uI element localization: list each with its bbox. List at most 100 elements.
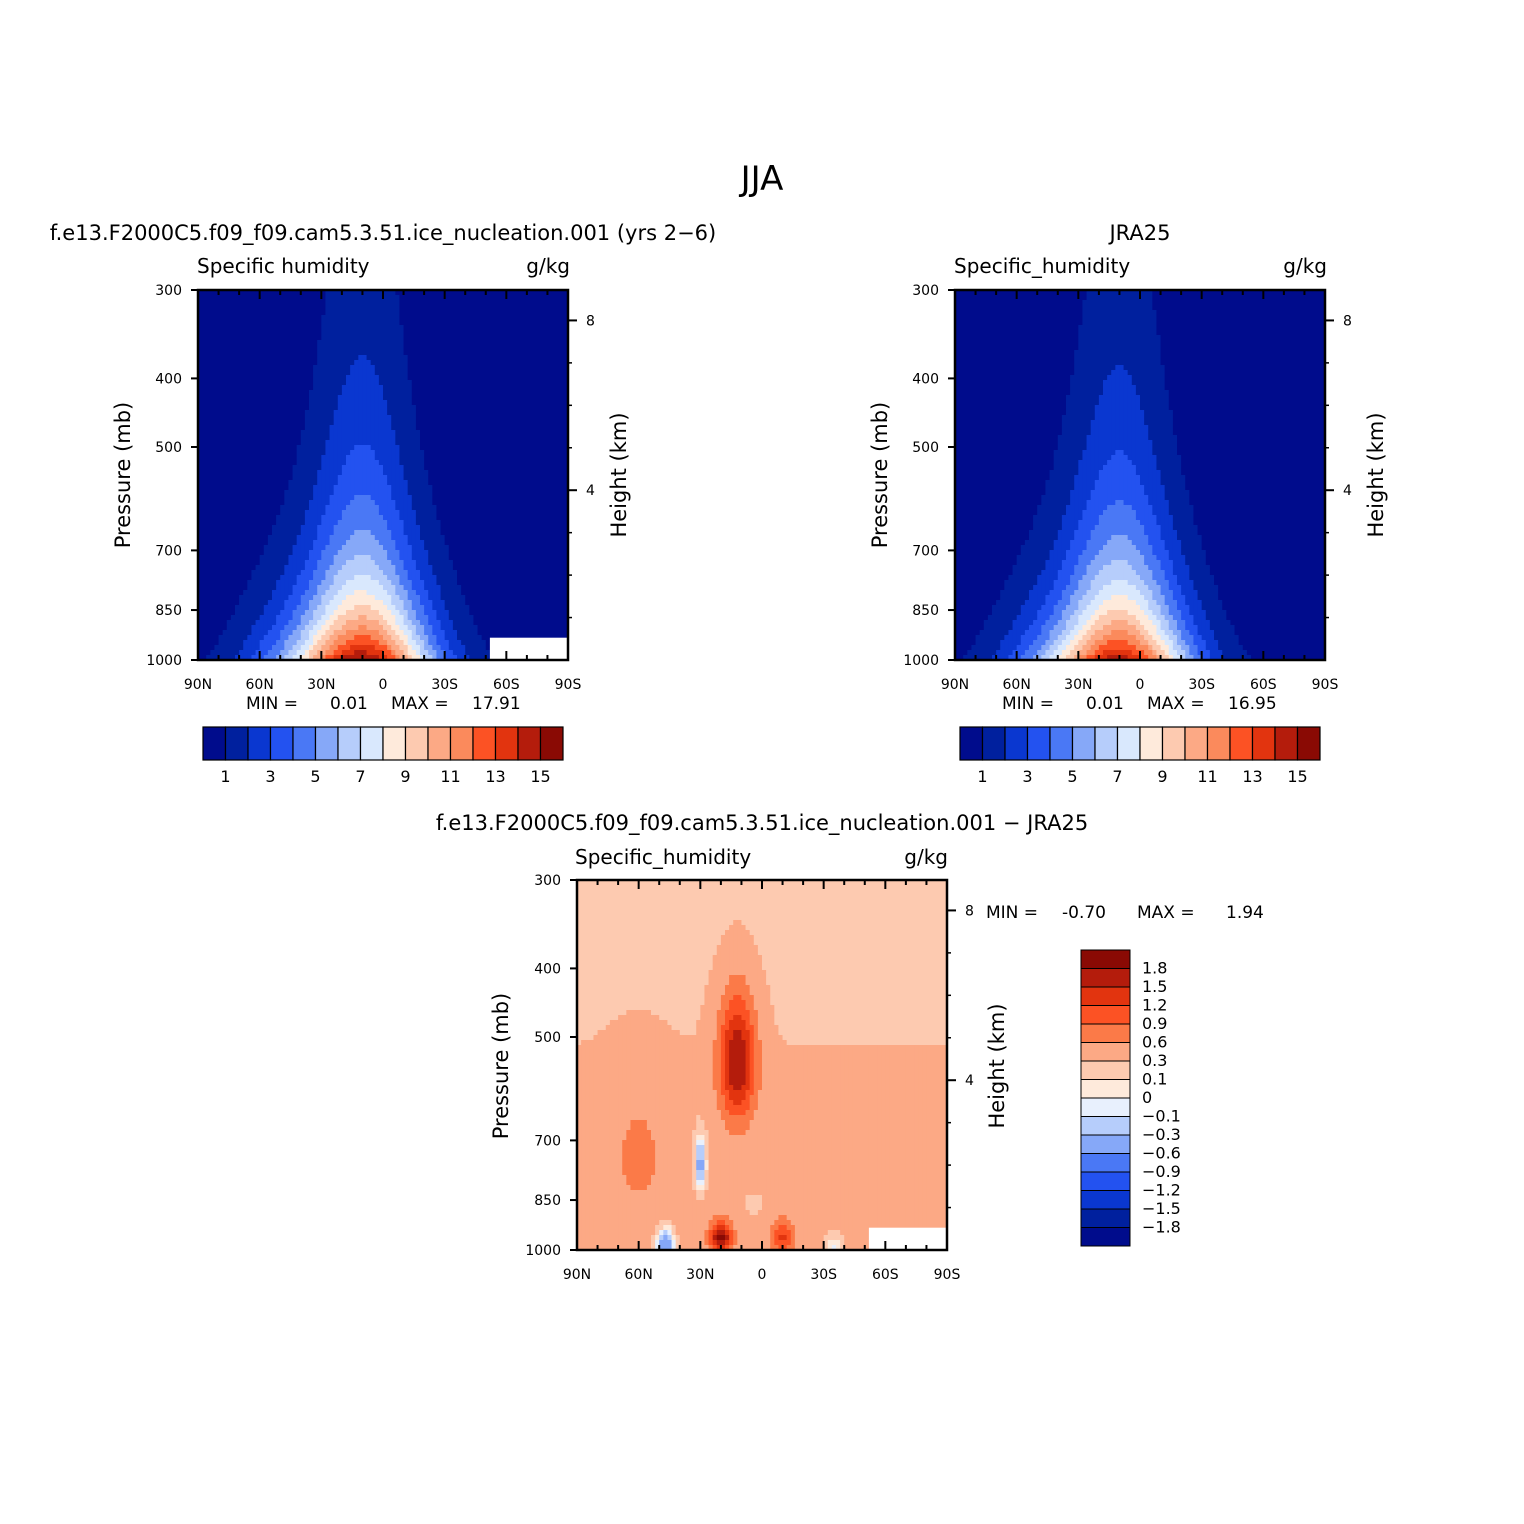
contour-cell xyxy=(510,325,515,331)
contour-cell xyxy=(523,330,528,336)
contour-cell xyxy=(531,390,536,396)
contour-cell xyxy=(441,365,446,371)
contour-cell xyxy=(428,300,433,306)
contour-cell xyxy=(527,305,532,311)
panel-model-title: f.e13.F2000C5.f09_f09.cam5.3.51.ice_nucl… xyxy=(50,221,716,246)
contour-cell xyxy=(321,380,326,386)
contour-cell xyxy=(428,295,433,301)
contour-cell xyxy=(301,355,306,361)
contour-cell xyxy=(412,340,417,346)
contour-cell xyxy=(523,375,528,381)
contour-cell xyxy=(354,335,359,341)
contour-cell xyxy=(494,340,499,346)
contour-cell xyxy=(465,340,470,346)
contour-cell xyxy=(362,395,367,401)
contour-cell xyxy=(436,325,441,331)
contour-cell xyxy=(367,330,372,336)
contour-cell xyxy=(486,305,491,311)
contour-cell xyxy=(527,350,532,356)
contour-cell xyxy=(453,345,458,351)
contour-cell xyxy=(498,310,503,316)
contour-cell xyxy=(367,385,372,391)
contour-cell xyxy=(367,315,372,321)
contour-cell xyxy=(391,300,396,306)
contour-cell xyxy=(305,360,310,366)
contour-cell xyxy=(264,350,269,356)
contour-cell xyxy=(375,380,380,386)
contour-cell xyxy=(346,355,351,361)
contour-cell xyxy=(535,340,540,346)
contour-cell xyxy=(519,310,524,316)
contour-cell xyxy=(276,390,281,396)
contour-cell xyxy=(223,300,228,306)
contour-cell xyxy=(469,390,474,396)
contour-cell xyxy=(428,360,433,366)
contour-cell xyxy=(379,390,384,396)
contour-cell xyxy=(523,320,528,326)
contour-cell xyxy=(338,355,343,361)
contour-cell xyxy=(473,360,478,366)
contour-cell xyxy=(515,385,520,391)
contour-cell xyxy=(354,370,359,376)
contour-cell xyxy=(543,355,548,361)
contour-cell xyxy=(301,345,306,351)
contour-cell xyxy=(453,370,458,376)
contour-cell xyxy=(317,360,322,366)
contour-cell xyxy=(494,395,499,401)
contour-cell xyxy=(219,295,224,301)
contour-cell xyxy=(321,390,326,396)
contour-cell xyxy=(457,350,462,356)
contour-cell xyxy=(383,355,388,361)
contour-cell xyxy=(334,345,339,351)
contour-cell xyxy=(268,325,273,331)
contour-cell xyxy=(223,360,228,366)
contour-cell xyxy=(330,360,335,366)
contour-cell xyxy=(461,360,466,366)
contour-cell xyxy=(293,375,298,381)
contour-cell xyxy=(239,400,244,406)
contour-cell xyxy=(358,375,363,381)
contour-cell xyxy=(436,355,441,361)
contour-cell xyxy=(256,310,261,316)
contour-cell xyxy=(502,370,507,376)
contour-cell xyxy=(547,300,552,306)
contour-cell xyxy=(202,310,207,316)
contour-cell xyxy=(490,300,495,306)
contour-cell xyxy=(260,385,265,391)
contour-cell xyxy=(284,340,289,346)
contour-cell xyxy=(543,325,548,331)
contour-cell xyxy=(293,300,298,306)
contour-cell xyxy=(330,400,335,406)
contour-cell xyxy=(424,395,429,401)
contour-cell xyxy=(449,320,454,326)
contour-cell xyxy=(436,315,441,321)
contour-cell xyxy=(391,390,396,396)
contour-cell xyxy=(486,380,491,386)
contour-cell xyxy=(399,325,404,331)
contour-cell xyxy=(284,365,289,371)
contour-cell xyxy=(210,370,215,376)
contour-cell xyxy=(321,315,326,321)
contour-cell xyxy=(202,325,207,331)
contour-cell xyxy=(227,335,232,341)
contour-cell xyxy=(523,350,528,356)
contour-cell xyxy=(441,340,446,346)
contour-cell xyxy=(219,330,224,336)
contour-cell xyxy=(338,310,343,316)
contour-cell xyxy=(362,300,367,306)
contour-cell xyxy=(367,365,372,371)
contour-cell xyxy=(404,390,409,396)
contour-cell xyxy=(227,295,232,301)
contour-cell xyxy=(510,355,515,361)
contour-cell xyxy=(214,400,219,406)
contour-cell xyxy=(457,315,462,321)
contour-cell xyxy=(247,325,252,331)
contour-cell xyxy=(428,320,433,326)
contour-cell xyxy=(202,330,207,336)
contour-cell xyxy=(239,390,244,396)
contour-cell xyxy=(251,400,256,406)
contour-cell xyxy=(371,320,376,326)
contour-cell xyxy=(342,390,347,396)
contour-cell xyxy=(358,340,363,346)
contour-cell xyxy=(358,315,363,321)
